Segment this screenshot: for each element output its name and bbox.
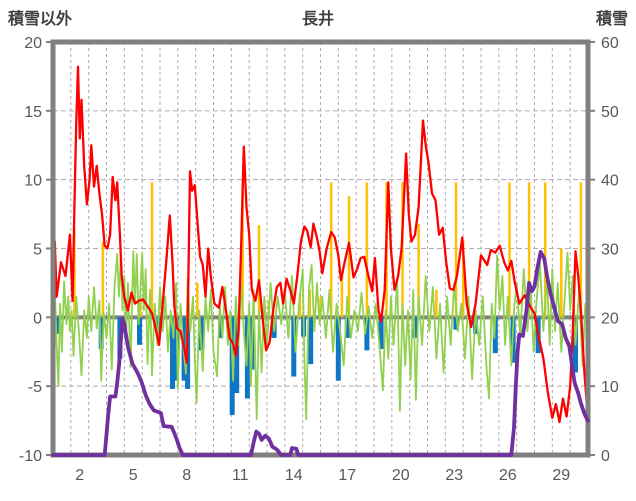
left-axis-title: 積雪以外	[8, 11, 73, 28]
right-axis-tick-label: 20	[601, 310, 619, 327]
left-axis-tick-label: -5	[28, 379, 42, 396]
precip-bar	[364, 317, 370, 351]
x-axis-tick-label: 23	[445, 467, 463, 484]
x-axis-tick-label: 17	[338, 467, 356, 484]
right-axis-tick-label: 60	[601, 35, 619, 52]
precip-bar	[218, 317, 224, 338]
precip-bar	[335, 317, 341, 381]
x-axis-tick-label: 2	[75, 467, 84, 484]
green-series-line	[53, 250, 588, 421]
precip-bar	[308, 317, 314, 365]
x-axis-tick-label: 11	[232, 467, 249, 484]
x-axis-tick-label: 8	[182, 467, 191, 484]
right-axis-tick-label: 0	[601, 448, 610, 465]
left-axis-tick-label: 10	[24, 173, 42, 190]
precip-bar	[291, 317, 297, 377]
x-axis-tick-label: 20	[392, 467, 410, 484]
snow-depth-line	[51, 249, 590, 457]
precip-bar	[137, 317, 142, 345]
x-axis-tick-label: 14	[285, 467, 303, 484]
left-axis-tick-label: 5	[33, 242, 42, 259]
right-axis-tick-label: 10	[601, 379, 619, 396]
temperature-line	[53, 65, 588, 424]
precip-bar	[98, 317, 104, 350]
right-axis-tick-label: 30	[601, 242, 619, 259]
right-axis-tick-label: 40	[601, 173, 619, 190]
left-axis-tick-label: 20	[24, 35, 42, 52]
precip-bar	[173, 317, 179, 381]
precip-bar	[378, 317, 384, 350]
left-axis-tick-label: 15	[24, 104, 42, 121]
x-axis-tick-label: 26	[499, 467, 517, 484]
right-axis-title: 積雪	[595, 11, 628, 28]
left-axis-tick-label: 0	[33, 310, 42, 327]
x-axis-tick-label: 5	[129, 467, 138, 484]
left-axis-tick-label: -10	[19, 448, 42, 465]
precip-bar	[170, 317, 175, 389]
precip-bar	[344, 317, 350, 338]
precip-bar	[55, 317, 61, 334]
chart-title: 長井	[301, 11, 334, 28]
precip-bar	[453, 317, 459, 330]
x-axis-tick-label: 29	[552, 467, 570, 484]
right-axis-tick-label: 50	[601, 104, 619, 121]
